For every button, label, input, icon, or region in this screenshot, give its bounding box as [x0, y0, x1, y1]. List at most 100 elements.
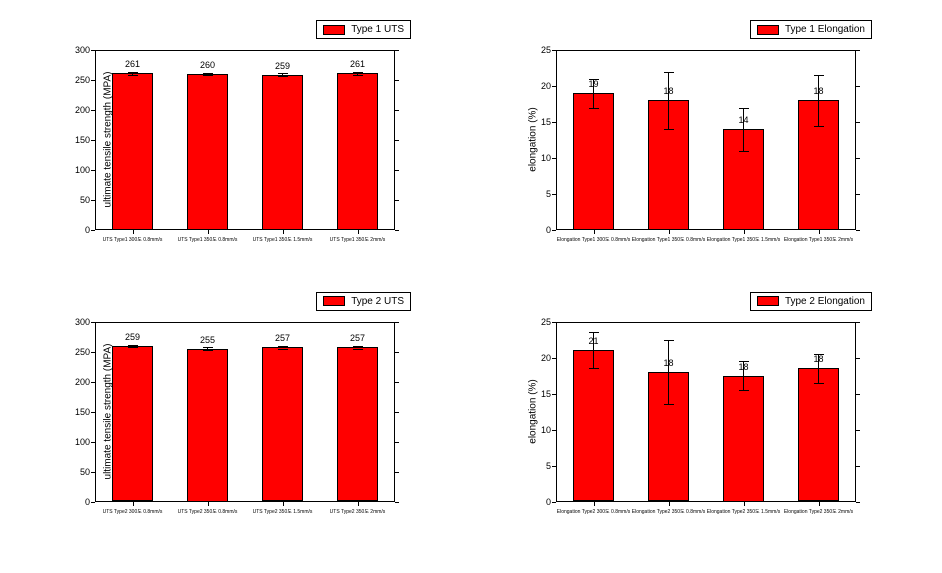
- y-tick-label: 10: [531, 425, 551, 435]
- errorbar-cap-top: [589, 332, 599, 333]
- errorbar-cap-bottom: [739, 151, 749, 152]
- y-tick-label: 50: [70, 467, 90, 477]
- y-tick-mark: [91, 140, 95, 141]
- x-tick-label: Elongation Type1 350도 1.5mm/s: [706, 236, 781, 243]
- errorbar-cap-top: [128, 345, 138, 346]
- errorbar-stem: [743, 361, 744, 390]
- x-tick-label: UTS Type1 350도 2mm/s: [320, 236, 395, 243]
- y-tick-mark-right: [395, 502, 399, 503]
- bar: [112, 346, 153, 501]
- y-tick-mark-right: [395, 442, 399, 443]
- errorbar-stem: [818, 75, 819, 125]
- errorbar-stem: [593, 79, 594, 108]
- errorbar-cap-bottom: [278, 76, 288, 77]
- errorbar-cap-bottom: [814, 126, 824, 127]
- y-tick-mark-right: [856, 158, 860, 159]
- bar: [262, 75, 303, 230]
- errorbar-cap-top: [589, 79, 599, 80]
- y-tick-label: 20: [531, 353, 551, 363]
- panel-type1-elong: Type 1 Elongationelongation (%)051015202…: [501, 30, 902, 272]
- errorbar-cap-top: [203, 347, 213, 348]
- legend-text: Type 2 UTS: [351, 296, 404, 307]
- legend-swatch: [757, 296, 779, 306]
- errorbar-cap-bottom: [128, 75, 138, 76]
- bar: [187, 74, 228, 230]
- x-tick-mark: [594, 502, 595, 506]
- y-tick-mark-right: [856, 50, 860, 51]
- x-tick-label: UTS Type2 350도 0.8mm/s: [170, 508, 245, 515]
- y-tick-mark: [552, 86, 556, 87]
- y-tick-label: 50: [70, 195, 90, 205]
- y-tick-label: 150: [70, 135, 90, 145]
- y-tick-label: 250: [70, 347, 90, 357]
- x-tick-label: UTS Type1 300도 0.8mm/s: [95, 236, 170, 243]
- bar: [723, 376, 764, 502]
- bar-value-label: 261: [343, 59, 373, 69]
- y-tick-mark: [91, 472, 95, 473]
- y-tick-mark: [552, 50, 556, 51]
- y-tick-label: 5: [531, 189, 551, 199]
- y-tick-mark: [91, 352, 95, 353]
- x-tick-label: Elongation Type1 350도 2mm/s: [781, 236, 856, 243]
- errorbar-cap-bottom: [203, 350, 213, 351]
- legend: Type 2 UTS: [316, 292, 411, 311]
- x-tick-label: UTS Type1 350도 0.8mm/s: [170, 236, 245, 243]
- y-tick-mark: [91, 230, 95, 231]
- y-tick-label: 15: [531, 389, 551, 399]
- errorbar-cap-top: [128, 72, 138, 73]
- y-tick-label: 0: [531, 225, 551, 235]
- x-tick-mark: [358, 230, 359, 234]
- y-tick-label: 25: [531, 317, 551, 327]
- panel-type2-elong: Type 2 Elongationelongation (%)051015202…: [501, 302, 902, 544]
- y-tick-mark-right: [395, 80, 399, 81]
- y-tick-mark-right: [395, 352, 399, 353]
- y-tick-mark-right: [395, 230, 399, 231]
- legend: Type 2 Elongation: [750, 292, 872, 311]
- x-tick-mark: [594, 230, 595, 234]
- x-tick-label: UTS Type2 300도 0.8mm/s: [95, 508, 170, 515]
- x-tick-label: Elongation Type1 350도 0.8mm/s: [631, 236, 706, 243]
- errorbar-cap-bottom: [664, 129, 674, 130]
- errorbar-cap-bottom: [739, 390, 749, 391]
- y-tick-mark: [91, 442, 95, 443]
- y-tick-mark-right: [395, 50, 399, 51]
- errorbar-stem: [593, 332, 594, 368]
- y-tick-label: 100: [70, 437, 90, 447]
- x-tick-label: Elongation Type1 300도 0.8mm/s: [556, 236, 631, 243]
- y-tick-mark: [552, 158, 556, 159]
- bar: [187, 349, 228, 502]
- x-tick-label: UTS Type2 350도 2mm/s: [320, 508, 395, 515]
- y-tick-mark: [552, 194, 556, 195]
- y-tick-label: 250: [70, 75, 90, 85]
- y-tick-mark: [552, 122, 556, 123]
- x-tick-mark: [133, 502, 134, 506]
- y-tick-label: 0: [70, 225, 90, 235]
- errorbar-stem: [818, 354, 819, 383]
- bar-value-label: 257: [268, 333, 298, 343]
- y-tick-mark: [91, 502, 95, 503]
- y-tick-mark-right: [856, 122, 860, 123]
- y-tick-label: 300: [70, 45, 90, 55]
- y-tick-mark-right: [395, 412, 399, 413]
- x-tick-mark: [208, 502, 209, 506]
- x-tick-mark: [358, 502, 359, 506]
- y-tick-label: 20: [531, 81, 551, 91]
- x-tick-mark: [283, 502, 284, 506]
- errorbar-cap-bottom: [814, 383, 824, 384]
- legend-swatch: [757, 25, 779, 35]
- y-tick-label: 0: [531, 497, 551, 507]
- y-tick-label: 300: [70, 317, 90, 327]
- errorbar-cap-top: [739, 361, 749, 362]
- x-tick-mark: [208, 230, 209, 234]
- y-tick-mark: [552, 466, 556, 467]
- y-tick-mark: [552, 430, 556, 431]
- y-tick-mark-right: [856, 322, 860, 323]
- y-tick-label: 10: [531, 153, 551, 163]
- errorbar-cap-bottom: [589, 108, 599, 109]
- y-tick-mark-right: [856, 358, 860, 359]
- y-tick-mark-right: [856, 430, 860, 431]
- x-tick-label: Elongation Type2 350도 0.8mm/s: [631, 508, 706, 515]
- y-tick-mark-right: [856, 394, 860, 395]
- y-tick-mark: [91, 50, 95, 51]
- errorbar-cap-top: [664, 72, 674, 73]
